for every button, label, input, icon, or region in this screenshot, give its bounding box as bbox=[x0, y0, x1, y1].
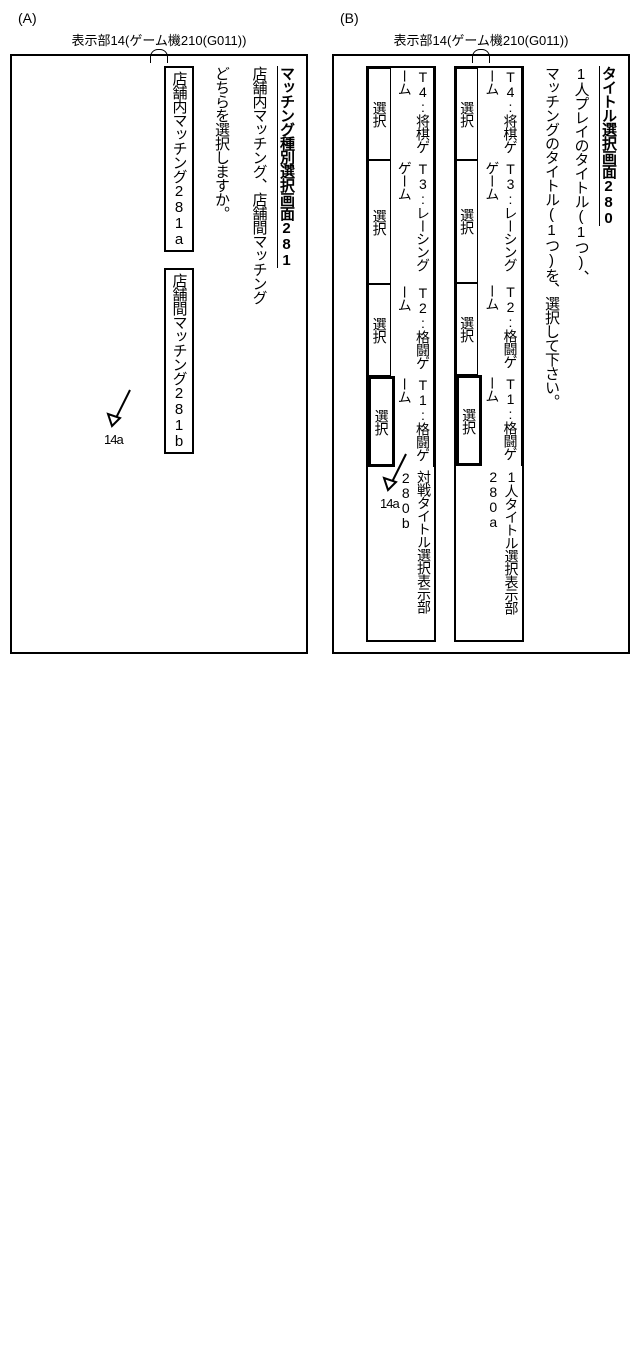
list-row: T4:将棋ゲーム 選択 bbox=[456, 68, 522, 160]
select-button[interactable]: 選択 bbox=[456, 160, 478, 284]
body-text-b2: マッチングのタイトル(1つ)を、選択して下さい。 bbox=[542, 66, 562, 642]
list-row: T1:格闘ゲーム 選択 bbox=[456, 375, 522, 467]
fig-a-label: (A) bbox=[10, 10, 308, 26]
body-text-a1: 店舗内マッチング、店舗間マッチング bbox=[249, 66, 269, 642]
vs-title-list: 対戦タイトル選択表示部280b T1:格闘ゲーム 選択 T2:格闘ゲーム 選択 … bbox=[366, 66, 436, 642]
panel-b: タイトル選択画面280 1人プレイのタイトル(1つ)、 マッチングのタイトル(1… bbox=[332, 54, 630, 654]
figure-a: (A) 表示部14(ゲーム機210(G011)) マッチング種別選択画面281 … bbox=[10, 10, 308, 654]
list-row: T3:レーシングゲーム 選択 bbox=[456, 160, 522, 284]
list-row: T2:格闘ゲーム 選択 bbox=[456, 283, 522, 375]
solo-list-header: 1人タイトル選択表示部280a bbox=[456, 466, 522, 640]
select-button[interactable]: 選択 bbox=[456, 375, 482, 467]
list-row: T2:格闘ゲーム 選択 bbox=[368, 284, 434, 376]
body-text-b1: 1人プレイのタイトル(1つ)、 bbox=[571, 66, 591, 642]
select-button[interactable]: 選択 bbox=[456, 68, 478, 160]
select-button[interactable]: 選択 bbox=[456, 283, 478, 375]
fig-b-label: (B) bbox=[332, 10, 630, 26]
screen-title-b: タイトル選択画面280 bbox=[599, 66, 619, 642]
figure-container: (A) 表示部14(ゲーム機210(G011)) マッチング種別選択画面281 … bbox=[10, 10, 630, 654]
intra-store-matching-button[interactable]: 店舗内マッチング281a bbox=[164, 66, 194, 252]
list-row: T4:将棋ゲーム 選択 bbox=[368, 68, 434, 160]
solo-title-list: 1人タイトル選択表示部280a T1:格闘ゲーム 選択 T2:格闘ゲーム 選択 … bbox=[454, 66, 524, 642]
select-button[interactable]: 選択 bbox=[368, 284, 390, 376]
select-button[interactable]: 選択 bbox=[368, 68, 390, 160]
screen-title-a: マッチング種別選択画面281 bbox=[277, 66, 297, 642]
select-button[interactable]: 選択 bbox=[368, 160, 390, 284]
body-text-a2: どちらを選択しますか。 bbox=[212, 66, 232, 642]
inter-store-matching-button[interactable]: 店舗間マッチング281b bbox=[164, 268, 194, 454]
panel-a: マッチング種別選択画面281 店舗内マッチング、店舗間マッチング どちらを選択し… bbox=[10, 54, 308, 654]
callout-a: 14a bbox=[104, 386, 134, 449]
list-row: T3:レーシングゲーム 選択 bbox=[368, 160, 434, 284]
figure-b: (B) 表示部14(ゲーム機210(G011)) タイトル選択画面280 1人プ… bbox=[332, 10, 630, 654]
callout-b: 14a bbox=[380, 450, 410, 513]
